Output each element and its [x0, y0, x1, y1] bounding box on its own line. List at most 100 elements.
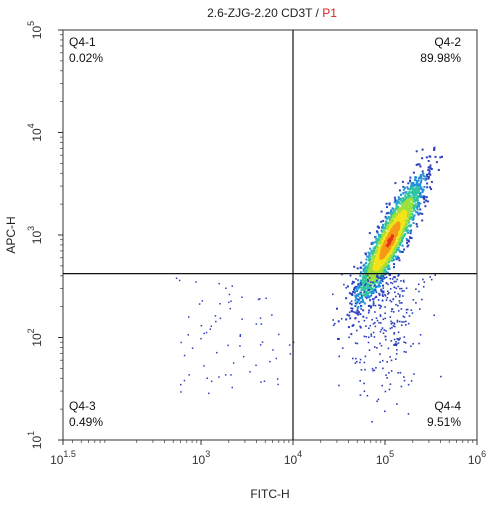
event-point	[393, 234, 396, 236]
event-point	[370, 291, 373, 293]
event-point	[366, 290, 368, 293]
event-point	[373, 270, 376, 273]
event-point	[363, 382, 365, 385]
event-point	[367, 289, 370, 291]
event-point	[388, 261, 390, 264]
event-point	[210, 380, 213, 383]
event-point	[433, 314, 435, 317]
event-point	[405, 311, 408, 314]
event-point	[201, 300, 204, 302]
event-point	[413, 195, 416, 198]
quadrant-name: Q4-1	[69, 35, 96, 49]
event-point	[381, 293, 384, 296]
event-point	[385, 374, 387, 376]
event-point	[371, 421, 373, 423]
event-point	[345, 297, 348, 300]
event-point	[410, 380, 413, 382]
event-point	[390, 215, 393, 218]
event-point	[380, 275, 383, 277]
event-point	[180, 383, 182, 386]
event-point	[365, 317, 368, 319]
event-point	[412, 214, 415, 217]
event-point	[398, 241, 401, 244]
event-point	[398, 212, 400, 215]
event-point	[384, 243, 387, 246]
event-point	[374, 321, 376, 324]
event-point	[396, 246, 399, 249]
event-point	[372, 267, 375, 270]
event-point	[400, 250, 403, 253]
event-point	[368, 304, 371, 307]
event-point	[392, 253, 395, 256]
event-point	[378, 264, 381, 267]
event-point	[371, 298, 374, 300]
event-point	[348, 292, 351, 295]
event-point	[390, 216, 393, 219]
event-point	[354, 295, 357, 298]
event-point	[386, 223, 389, 226]
event-point	[346, 313, 349, 316]
event-point	[426, 200, 429, 203]
event-point	[352, 290, 355, 293]
event-point	[383, 236, 386, 239]
event-point	[355, 357, 357, 360]
event-point	[368, 349, 371, 351]
event-point	[402, 197, 404, 200]
event-point	[360, 289, 363, 291]
event-point	[392, 225, 395, 228]
event-point	[412, 207, 415, 210]
event-point	[402, 201, 404, 204]
event-point	[403, 233, 406, 236]
event-point	[354, 317, 356, 320]
event-point	[385, 282, 388, 285]
event-point	[411, 218, 414, 221]
event-point	[404, 203, 407, 206]
event-point	[392, 325, 395, 327]
event-point	[381, 242, 384, 245]
event-point	[383, 227, 386, 230]
x-axis-title: FITC-H	[250, 487, 289, 501]
event-point	[230, 300, 232, 302]
event-point	[390, 213, 393, 216]
event-point	[398, 214, 401, 217]
event-point	[218, 376, 220, 378]
event-point	[434, 155, 437, 158]
event-point	[378, 242, 381, 245]
event-point	[381, 254, 384, 257]
event-point	[351, 293, 354, 296]
event-point	[406, 223, 408, 226]
event-point	[370, 306, 372, 308]
event-point	[360, 308, 362, 310]
quadrant-name: Q4-3	[69, 399, 96, 413]
event-point	[406, 186, 409, 189]
event-point	[390, 323, 393, 325]
event-point	[408, 315, 411, 317]
event-point	[380, 288, 383, 291]
event-point	[369, 324, 372, 327]
event-point	[388, 252, 391, 255]
event-point	[392, 250, 395, 253]
event-point	[367, 283, 370, 285]
event-point	[392, 311, 395, 313]
event-point	[412, 204, 415, 207]
event-point	[403, 221, 406, 224]
event-point	[376, 279, 378, 282]
y-tick-label: 101	[26, 431, 44, 449]
event-point	[384, 270, 387, 273]
event-point	[389, 356, 391, 358]
event-point	[395, 295, 397, 298]
event-point	[393, 245, 395, 248]
event-point	[390, 229, 393, 231]
event-point	[383, 246, 386, 248]
event-point	[391, 207, 394, 210]
event-point	[395, 280, 397, 283]
event-point	[380, 270, 383, 273]
event-point	[379, 330, 382, 333]
event-point	[369, 286, 372, 289]
event-point	[420, 179, 423, 182]
event-point	[360, 291, 362, 294]
event-point	[363, 277, 366, 280]
event-point	[422, 278, 424, 281]
event-point	[398, 239, 401, 242]
event-point	[187, 334, 189, 336]
